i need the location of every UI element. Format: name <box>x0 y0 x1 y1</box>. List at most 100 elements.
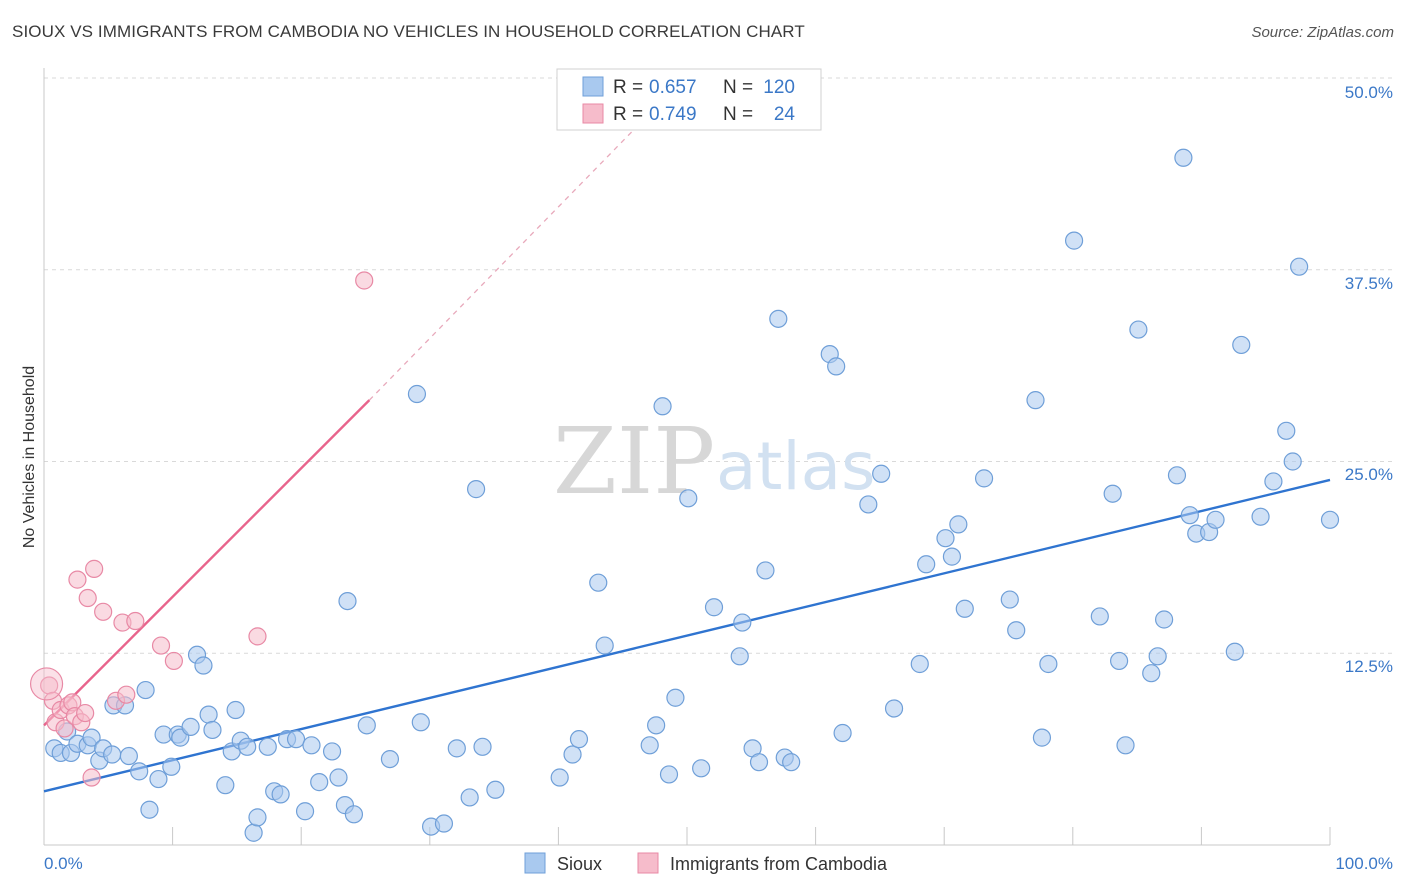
series-legend-label-sioux: Sioux <box>557 854 602 874</box>
data-point-sioux <box>733 613 752 632</box>
data-point-sioux <box>589 573 608 592</box>
data-point-sioux <box>1277 421 1296 440</box>
data-point-sioux <box>295 802 315 821</box>
data-point-sioux <box>653 397 672 416</box>
y-tick-label-37-5: 37.5% <box>1345 274 1393 293</box>
data-point-sioux <box>782 753 801 772</box>
legend-r-value-cambodia: 0.749 <box>649 104 697 125</box>
data-point-sioux <box>1232 335 1251 355</box>
data-point-sioux <box>149 769 168 789</box>
data-point-sioux <box>258 737 277 756</box>
data-point-sioux <box>357 716 376 735</box>
series-legend-swatch-sioux <box>524 852 546 874</box>
data-point-sioux <box>1032 728 1052 747</box>
data-point-sioux <box>569 730 589 749</box>
watermark-atlas: atlas <box>716 428 876 505</box>
data-point-sioux <box>216 776 235 795</box>
legend-r-label-sioux: R = <box>613 77 643 98</box>
data-point-sioux <box>910 654 929 674</box>
legend-n-label-sioux: N = <box>723 77 753 98</box>
data-point-sioux <box>1167 466 1187 485</box>
data-point-sioux <box>473 737 492 756</box>
data-point-sioux <box>310 773 329 792</box>
data-point-sioux <box>769 309 788 328</box>
data-point-sioux <box>1264 472 1283 491</box>
data-point-cambodia <box>355 271 374 290</box>
data-point-sioux <box>380 749 400 769</box>
data-point-sioux <box>1225 642 1244 661</box>
data-point-sioux <box>130 762 149 781</box>
data-point-sioux <box>659 765 679 784</box>
data-point-sioux <box>1007 621 1026 640</box>
watermark: ZIP atlas <box>553 408 876 515</box>
data-point-sioux <box>666 688 685 707</box>
data-point-sioux <box>942 547 962 566</box>
stats-legend: R = 0.657 N = 120 R = 0.749 N = 24 <box>556 68 822 131</box>
data-point-sioux <box>756 561 775 580</box>
trend-line-cambodia <box>43 399 371 727</box>
trend-extension-cambodia <box>368 123 640 401</box>
data-point-sioux <box>955 599 974 618</box>
series-legend-swatch-cambodia <box>637 852 659 874</box>
data-point-cambodia <box>248 627 267 646</box>
data-point-sioux <box>884 699 904 718</box>
legend-n-value-sioux: 120 <box>763 77 795 98</box>
data-point-sioux <box>203 720 222 740</box>
x-tick-label-100: 100.0% <box>1335 854 1393 873</box>
data-point-sioux <box>679 489 698 508</box>
data-point-sioux <box>1283 452 1302 471</box>
data-point-cambodia <box>151 636 171 655</box>
data-point-sioux <box>1026 391 1045 410</box>
data-point-sioux <box>595 636 614 655</box>
data-point-cambodia <box>85 559 104 578</box>
data-point-sioux <box>859 495 878 514</box>
data-point-sioux <box>1116 736 1135 755</box>
data-point-sioux <box>1320 510 1340 529</box>
y-tick-label-12-5: 12.5% <box>1345 657 1393 676</box>
data-point-sioux <box>563 745 582 764</box>
data-point-cambodia <box>68 570 87 589</box>
y-tick-label-25: 25.0% <box>1345 465 1393 484</box>
data-point-sioux <box>1148 647 1167 666</box>
data-point-sioux <box>647 716 666 735</box>
data-point-sioux <box>936 529 955 548</box>
data-point-sioux <box>1090 607 1109 626</box>
data-point-sioux <box>974 469 994 488</box>
data-point-cambodia <box>164 651 183 671</box>
data-point-sioux <box>692 759 711 778</box>
data-point-sioux <box>833 723 852 743</box>
data-point-sioux <box>329 768 348 787</box>
y-tick-label-50: 50.0% <box>1345 83 1393 102</box>
grid-layer <box>43 68 1392 846</box>
data-point-sioux <box>1180 506 1199 525</box>
data-point-sioux <box>1103 484 1122 503</box>
source-label: Source: ZipAtlas.com <box>1251 24 1394 41</box>
data-point-sioux <box>1039 654 1058 674</box>
chart-title: SIOUX VS IMMIGRANTS FROM CAMBODIA NO VEH… <box>12 22 805 41</box>
data-point-sioux <box>140 800 159 819</box>
data-point-sioux <box>248 808 267 827</box>
data-point-sioux <box>550 768 569 787</box>
legend-r-label-cambodia: R = <box>613 104 643 125</box>
data-point-sioux <box>322 742 342 761</box>
data-point-sioux <box>466 480 486 499</box>
legend-n-value-cambodia: 24 <box>774 104 796 125</box>
data-point-cambodia <box>76 703 95 723</box>
data-point-sioux <box>1000 590 1019 609</box>
data-point-cambodia <box>29 667 64 701</box>
data-point-sioux <box>749 753 769 772</box>
y-tick-labels: 12.5% 25.0% 37.5% 50.0% <box>1345 83 1393 676</box>
legend-n-label-cambodia: N = <box>723 104 753 125</box>
series-legend: Sioux Immigrants from Cambodia <box>524 852 888 874</box>
series-legend-label-cambodia: Immigrants from Cambodia <box>670 854 888 874</box>
data-point-sioux <box>244 823 263 842</box>
data-point-sioux <box>1142 664 1161 683</box>
data-point-sioux <box>82 728 101 747</box>
data-point-sioux <box>730 647 749 666</box>
data-point-sioux <box>338 591 357 611</box>
legend-r-value-sioux: 0.657 <box>649 77 697 98</box>
data-point-sioux <box>162 757 181 776</box>
data-point-cambodia <box>78 588 97 608</box>
data-point-sioux <box>194 656 213 675</box>
